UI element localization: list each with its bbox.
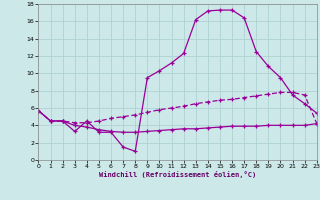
X-axis label: Windchill (Refroidissement éolien,°C): Windchill (Refroidissement éolien,°C) <box>99 171 256 178</box>
